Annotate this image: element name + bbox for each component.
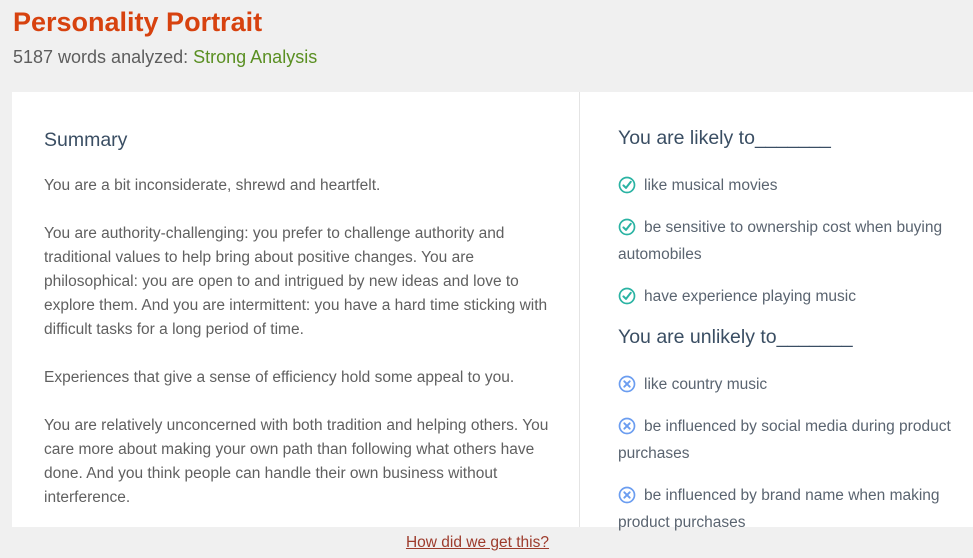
behaviors-panel: You are likely to_______ like musical mo… (580, 92, 973, 531)
likely-item-text: have experience playing music (644, 288, 856, 305)
summary-paragraph: Experiences that give a sense of efficie… (44, 369, 515, 386)
summary-paragraph: You are authority-challenging: you prefe… (44, 225, 548, 338)
likely-item: be sensitive to ownership cost when buyi… (618, 214, 955, 268)
summary-heading: Summary (44, 129, 128, 151)
unlikely-heading: You are unlikely to_______ (618, 326, 853, 348)
likely-item: have experience playing music (618, 283, 955, 310)
unlikely-item-text: be influenced by social media during pro… (618, 418, 951, 462)
likely-item-text: be sensitive to ownership cost when buyi… (618, 219, 943, 263)
unlikely-item: be influenced by social media during pro… (618, 413, 955, 467)
unlikely-item-text: like country music (644, 376, 768, 393)
unlikely-item-text: be influenced by brand name when making … (618, 487, 940, 531)
link-row: How did we get this? (44, 534, 549, 558)
how-did-we-get-this-link[interactable]: How did we get this? (405, 534, 549, 551)
unlikely-item: like country music (618, 371, 955, 398)
words-analyzed-text: 5187 words analyzed: (13, 47, 194, 67)
summary-paragraph: You are a bit inconsiderate, shrewd and … (44, 177, 381, 194)
unlikely-item: be influenced by brand name when making … (618, 482, 955, 536)
likely-item-text: like musical movies (644, 177, 778, 194)
x-circle-icon (618, 375, 636, 393)
x-circle-icon (618, 486, 636, 504)
likely-heading: You are likely to_______ (618, 127, 831, 149)
results-card: Summary You are a bit inconsiderate, shr… (12, 92, 973, 551)
likely-item: like musical movies (618, 172, 955, 199)
page-title: Personality Portrait (13, 7, 263, 37)
check-circle-icon (618, 176, 636, 194)
x-circle-icon (618, 417, 636, 435)
page-header: Personality Portrait 5187 words analyzed… (0, 0, 973, 92)
analysis-strength-label: Strong Analysis (193, 47, 318, 67)
check-circle-icon (618, 287, 636, 305)
check-circle-icon (618, 218, 636, 236)
summary-panel: Summary You are a bit inconsiderate, shr… (12, 92, 580, 551)
summary-paragraph: You are relatively unconcerned with both… (44, 417, 549, 506)
words-analyzed-status: 5187 words analyzed: Strong Analysis (13, 45, 959, 69)
